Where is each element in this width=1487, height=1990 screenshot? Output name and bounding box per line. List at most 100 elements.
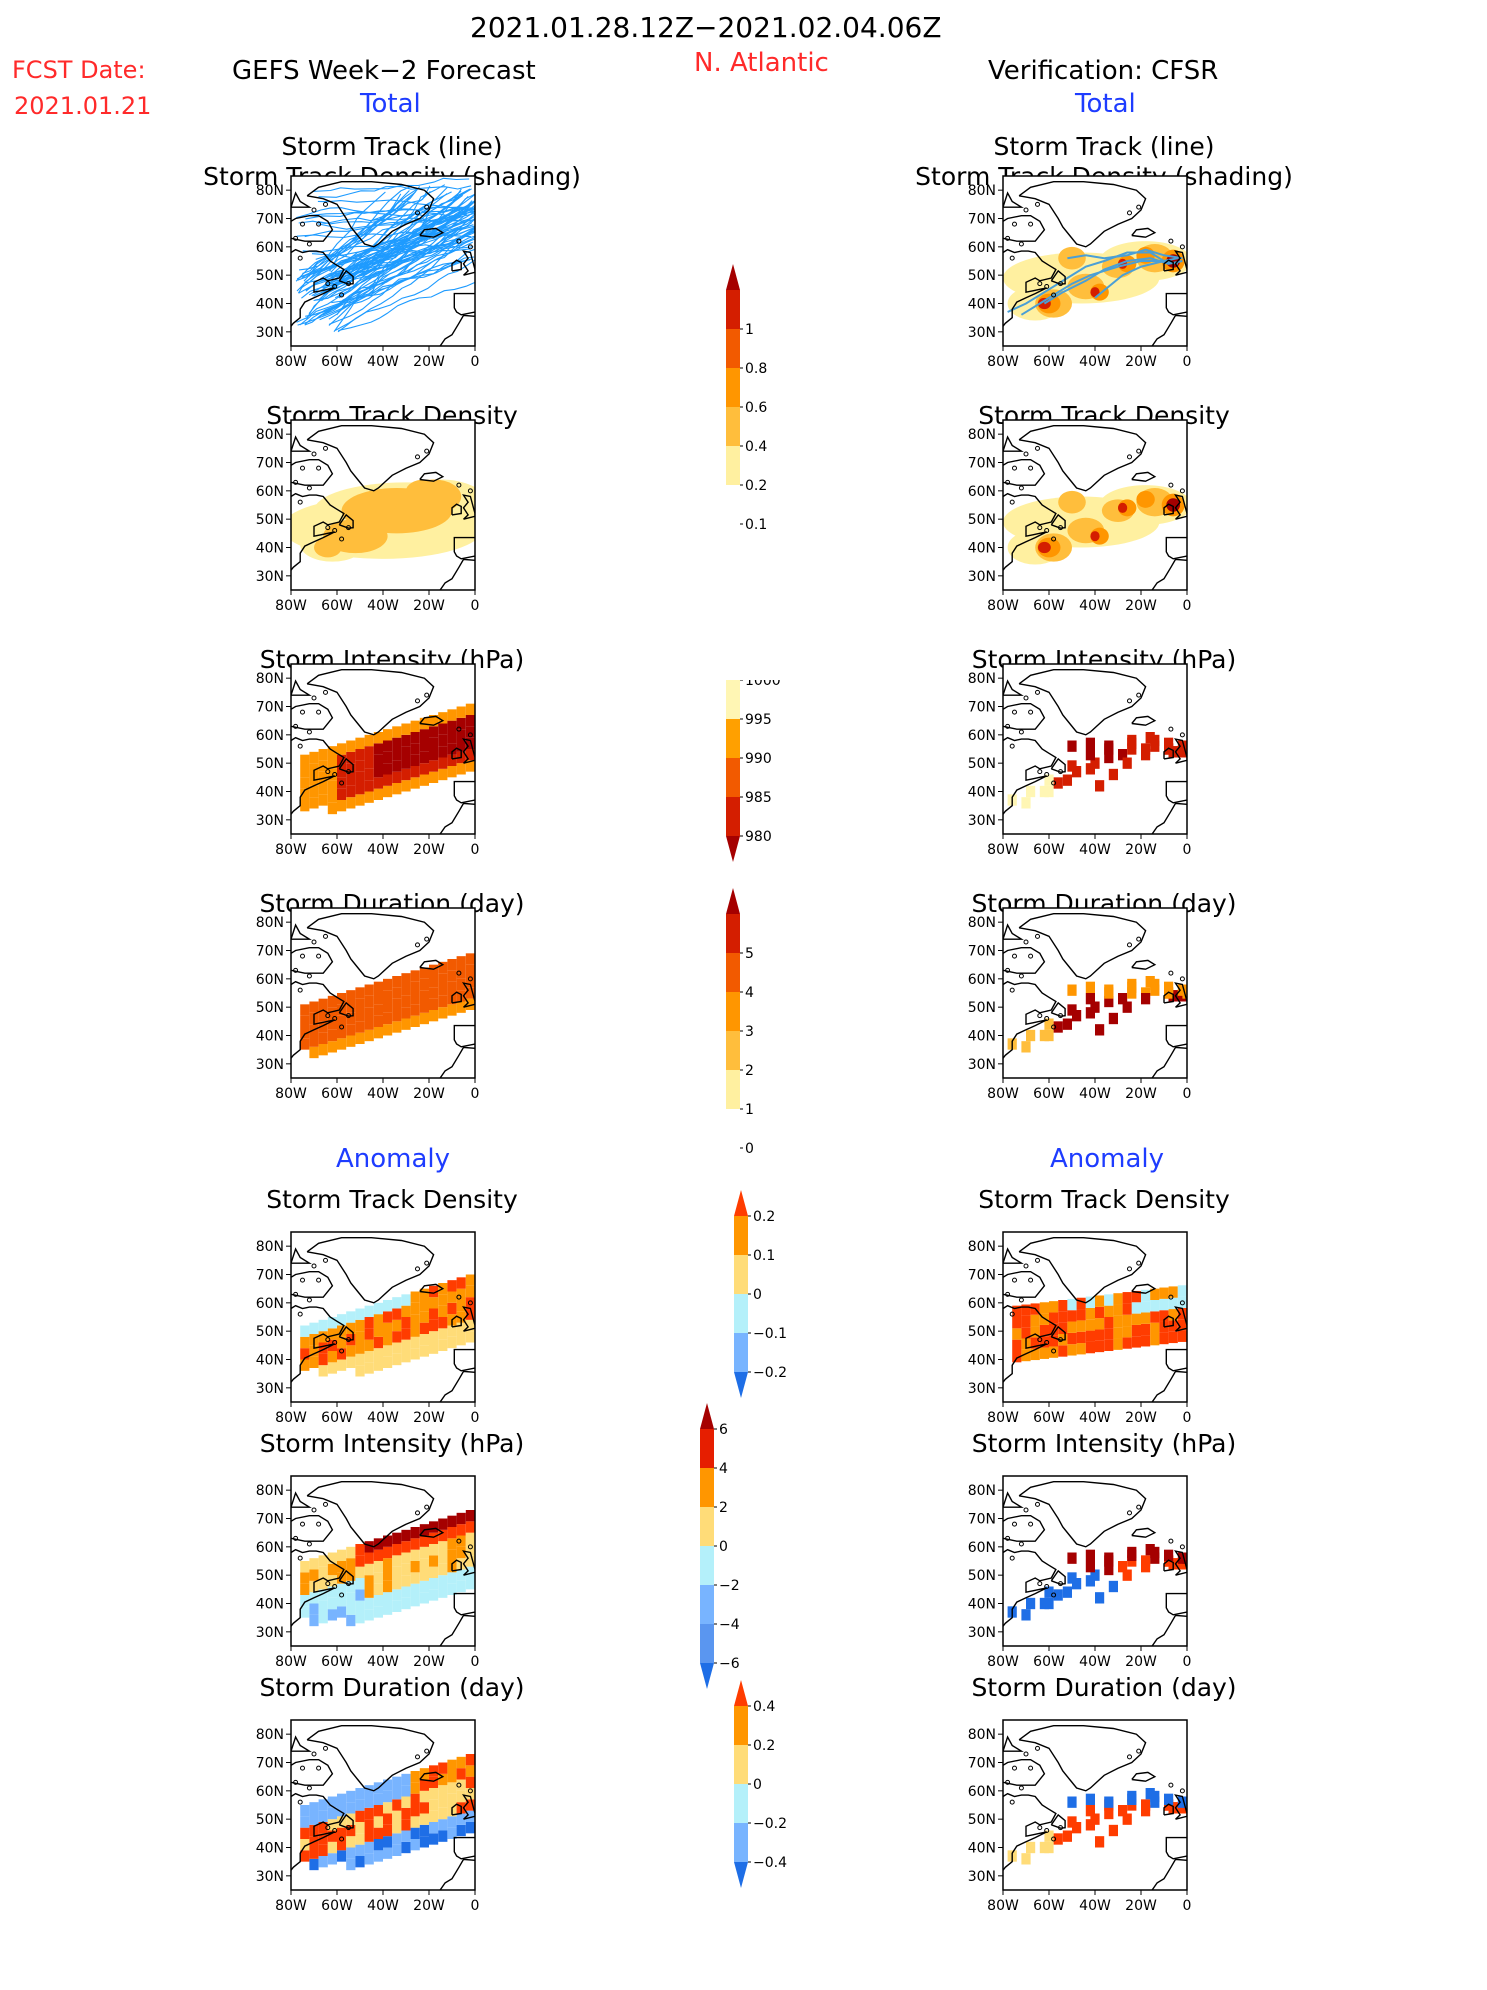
grid-cell bbox=[438, 1339, 448, 1351]
grid-cell bbox=[392, 783, 402, 795]
grid-cell bbox=[337, 1839, 347, 1851]
lon-label: 0 bbox=[1183, 598, 1192, 614]
grid-cell bbox=[447, 1771, 457, 1783]
grid-cell bbox=[355, 1544, 365, 1556]
colorbar-segment bbox=[726, 1031, 740, 1070]
island bbox=[1127, 1510, 1132, 1516]
grid-cell bbox=[373, 732, 383, 744]
lat-label: 80N bbox=[256, 183, 284, 199]
colorbar-label: 0 bbox=[753, 1287, 762, 1303]
colorbar-label: 0 bbox=[745, 1141, 754, 1157]
grid-cell bbox=[346, 990, 356, 1002]
colorbar-segment bbox=[726, 1070, 740, 1109]
coastline bbox=[1003, 679, 1024, 696]
grid-cell bbox=[346, 751, 356, 764]
lon-label: 80W bbox=[987, 1898, 1019, 1914]
coastline bbox=[1165, 1024, 1187, 1048]
fcst-date-label: FCST Date: bbox=[12, 56, 146, 84]
island bbox=[1051, 1024, 1057, 1030]
colorbar-label: −0.2 bbox=[753, 1365, 787, 1381]
lon-label: 40W bbox=[367, 1410, 399, 1426]
lon-label: 20W bbox=[413, 354, 445, 370]
grid-cell bbox=[318, 1353, 328, 1366]
coastline bbox=[1151, 558, 1187, 590]
island bbox=[1168, 726, 1174, 732]
island bbox=[415, 942, 420, 948]
grid-cell bbox=[447, 959, 457, 971]
grid-cell bbox=[346, 1858, 356, 1871]
grid-cell bbox=[447, 1782, 457, 1794]
grid-cell bbox=[1182, 984, 1187, 996]
grid-cell bbox=[1067, 760, 1077, 772]
grid-cell bbox=[327, 1807, 337, 1820]
colorbar-label: 0.2 bbox=[753, 1738, 775, 1754]
island bbox=[293, 967, 299, 973]
island bbox=[332, 528, 338, 533]
grid-cell bbox=[373, 1816, 383, 1828]
island bbox=[1009, 255, 1015, 261]
grid-cell bbox=[327, 1029, 337, 1042]
fcst-date-value: 2021.01.21 bbox=[14, 92, 152, 120]
grid-cell bbox=[1150, 978, 1160, 991]
shading-layer bbox=[300, 1274, 475, 1377]
coastlines bbox=[1003, 424, 1187, 590]
coastline bbox=[1018, 1480, 1147, 1548]
lon-label: 20W bbox=[1125, 1410, 1157, 1426]
island bbox=[297, 1799, 303, 1805]
grid-cell bbox=[1104, 1807, 1114, 1820]
grid-cell bbox=[346, 1592, 356, 1604]
grid-cell bbox=[438, 1773, 448, 1786]
coastline bbox=[451, 1315, 462, 1328]
grid-cell bbox=[346, 740, 356, 752]
grid-cell bbox=[355, 749, 365, 761]
grid-cell bbox=[309, 1035, 319, 1047]
coastline bbox=[291, 947, 334, 974]
grid-cell bbox=[401, 746, 411, 758]
lon-label: 60W bbox=[1033, 598, 1065, 614]
grid-cell bbox=[429, 715, 439, 727]
grid-cell bbox=[438, 1830, 448, 1842]
island bbox=[1127, 942, 1132, 948]
colorbar-label: −4 bbox=[719, 1617, 740, 1633]
grid-cell bbox=[438, 1762, 448, 1774]
grid-cell bbox=[401, 984, 411, 996]
grid-cell bbox=[419, 1012, 429, 1025]
coastline bbox=[291, 459, 334, 486]
grid-cell bbox=[410, 766, 420, 778]
grid-cell bbox=[419, 1300, 429, 1312]
island bbox=[325, 525, 331, 531]
colorbar-segment bbox=[726, 797, 740, 836]
island bbox=[1044, 1016, 1050, 1021]
island bbox=[1127, 1754, 1132, 1760]
island bbox=[1028, 1765, 1034, 1771]
grid-cell bbox=[1095, 1306, 1105, 1319]
island bbox=[332, 772, 338, 777]
grid-cell bbox=[392, 1822, 402, 1834]
grid-cell bbox=[373, 754, 383, 766]
colorbar-segment bbox=[726, 368, 740, 407]
grid-cell bbox=[429, 749, 439, 761]
grid-cell bbox=[401, 723, 411, 735]
grid-cell bbox=[1177, 1319, 1187, 1331]
grid-cell bbox=[1141, 1323, 1151, 1336]
coastline bbox=[291, 1304, 345, 1383]
island bbox=[293, 235, 299, 241]
lat-label: 80N bbox=[968, 1483, 996, 1499]
grid-cell bbox=[410, 970, 420, 982]
island bbox=[1044, 772, 1050, 777]
grid-cell bbox=[373, 1805, 383, 1817]
colorbar-segment bbox=[700, 1468, 714, 1507]
colorbar-segment bbox=[734, 1784, 748, 1823]
grid-cell bbox=[1104, 1339, 1114, 1351]
lat-label: 40N bbox=[256, 1841, 284, 1857]
grid-cell bbox=[1012, 1317, 1022, 1329]
grid-cell bbox=[401, 1305, 411, 1317]
grid-cell bbox=[1067, 1310, 1077, 1322]
grid-cell bbox=[410, 1291, 420, 1303]
coastline bbox=[1163, 1315, 1174, 1328]
grid-cell bbox=[318, 1589, 328, 1601]
storm-track bbox=[297, 259, 470, 326]
island bbox=[311, 451, 317, 457]
grid-cell bbox=[355, 998, 365, 1010]
lat-label: 80N bbox=[256, 1239, 284, 1255]
